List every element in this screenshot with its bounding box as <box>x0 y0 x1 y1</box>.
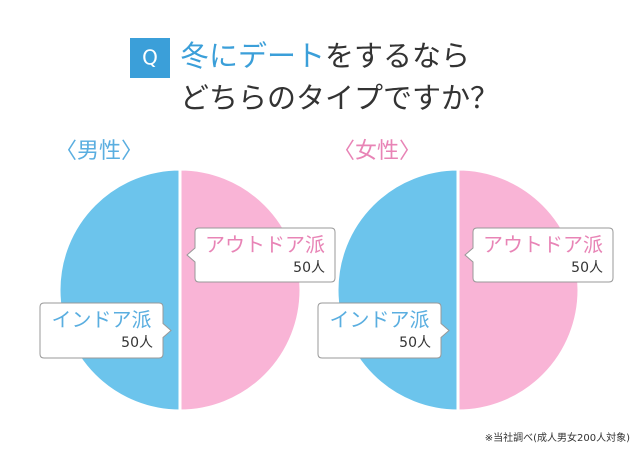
callout <box>317 302 450 359</box>
value-label: 50人 <box>399 335 431 351</box>
callout <box>39 302 172 359</box>
footnote: ※当社調べ(成人男女200人対象) <box>485 431 630 444</box>
title-part: 冬に <box>180 39 238 73</box>
value-label: 50人 <box>121 335 153 351</box>
slice-label: インドア派 <box>52 308 152 332</box>
callout <box>464 227 614 283</box>
value-label: 50人 <box>571 260 603 276</box>
slice-label: インドア派 <box>330 308 430 332</box>
title-part: デート <box>238 39 325 73</box>
title-line2: どちらのタイプですか？ <box>180 81 499 115</box>
value-label: 50人 <box>293 260 325 276</box>
pie-title: 〈男性〉 <box>55 139 143 164</box>
slice-label: アウトドア派 <box>205 233 325 257</box>
badge-box <box>130 38 170 78</box>
slice-label: アウトドア派 <box>483 233 603 257</box>
callout <box>186 227 336 283</box>
title: 冬にデートをするなら <box>180 39 470 73</box>
pie-title: 〈女性〉 <box>333 139 421 164</box>
title-part: をするなら <box>325 39 470 73</box>
badge: Q <box>142 46 158 70</box>
